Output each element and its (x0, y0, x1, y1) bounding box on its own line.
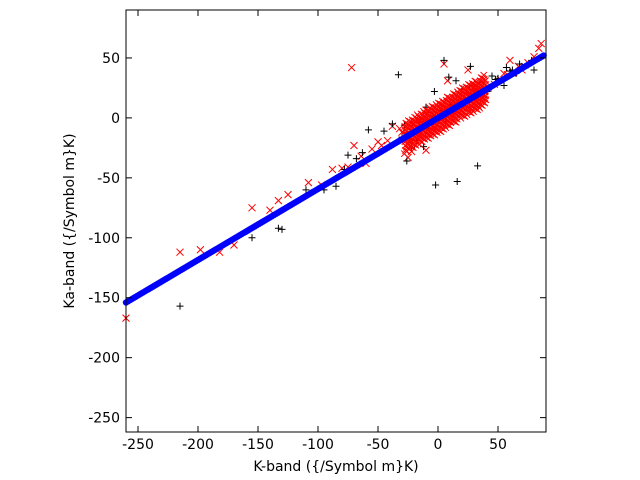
red-cluster-point (432, 105, 441, 113)
black-plus-point (274, 224, 282, 232)
red-cross-point (368, 145, 376, 153)
y-tick-label: -200 (88, 351, 120, 367)
y-tick-label: -150 (88, 291, 120, 307)
x-tick-label: 50 (489, 437, 507, 453)
black-plus-point (432, 181, 440, 189)
red-cluster-point (428, 129, 436, 137)
axes-ticks-group: -250 -200 -150 -100 -50 0 50 -250 -200 -150 -100 -5… (88, 10, 546, 453)
black-plus-point (352, 155, 360, 163)
black-plus-point (452, 77, 460, 85)
red-cluster-point (442, 119, 450, 127)
black-plus-point (176, 302, 184, 310)
plot-points-group (122, 39, 547, 322)
red-cluster-point (421, 135, 429, 143)
black-plus-point (248, 234, 256, 242)
x-tick-label: -150 (242, 437, 274, 453)
red-cluster-point (480, 75, 488, 83)
black-plus-point (364, 126, 372, 134)
black-plus-point (530, 66, 538, 74)
red-cluster-point (425, 111, 433, 119)
red-cluster-point (473, 82, 481, 90)
red-cluster-point (401, 141, 409, 150)
x-tick-label: -100 (302, 437, 334, 453)
red-cluster-point (420, 107, 428, 115)
black-plus-point (380, 127, 388, 135)
red-cross-point (284, 190, 292, 199)
red-cross-point (196, 245, 205, 254)
blue-trend-point (540, 52, 547, 59)
y-tick-label: 0 (111, 111, 120, 127)
red-cross-point (350, 141, 358, 150)
y-tick-label: -100 (88, 231, 120, 247)
plot-frame (125, 9, 547, 433)
black-plus-point (500, 82, 508, 90)
x-tick-label: -200 (182, 437, 214, 453)
red-cluster-point (482, 96, 490, 104)
red-cluster-point (466, 81, 474, 89)
black-plus-point (474, 162, 482, 170)
black-plus-point (488, 72, 496, 80)
red-cross-point (440, 60, 448, 68)
x-tick-label: -50 (367, 437, 390, 453)
red-cluster-point (453, 88, 462, 96)
red-cluster-point (440, 98, 448, 106)
red-cluster-point (434, 125, 442, 133)
black-plus-point (394, 71, 402, 79)
red-cross-point (248, 203, 256, 212)
black-plus-point (388, 120, 396, 128)
red-cross-point (176, 248, 184, 257)
red-cluster-point (426, 104, 434, 112)
red-cluster-point (476, 99, 484, 107)
red-cluster-point (446, 94, 454, 103)
black-plus-point (278, 225, 286, 233)
red-cluster-point (413, 111, 421, 119)
red-cross-point (274, 196, 283, 205)
y-axis-label: Ka-band ({/Symbol m}K) (62, 133, 78, 308)
red-cluster-point (461, 112, 469, 121)
y-tick-label: 50 (102, 51, 120, 67)
black-plus-point (302, 186, 310, 194)
red-cluster-point (468, 106, 476, 114)
black-plus-point (453, 177, 461, 185)
red-cluster-point (459, 92, 467, 100)
x-tick-label: -250 (122, 437, 154, 453)
black-plus-point (358, 149, 366, 157)
black-plus-point (430, 88, 438, 96)
red-cluster-point (460, 84, 468, 93)
x-axis-label: K-band ({/Symbol m}K) (253, 459, 418, 475)
black-plus-point (466, 62, 474, 70)
red-cross-point (537, 39, 546, 48)
red-cross-point (347, 63, 356, 72)
black-plus-point (403, 157, 411, 165)
black-plus-point (445, 73, 453, 81)
black-plus-point (502, 64, 510, 72)
black-plus-point (344, 151, 352, 159)
black-plus-point (440, 56, 448, 64)
red-cross-point (328, 165, 337, 174)
black-plus-point (332, 182, 340, 190)
red-cross-point (395, 124, 404, 133)
red-cross-point (534, 44, 543, 53)
y-tick-label: -50 (97, 171, 120, 187)
x-tick-label: 0 (434, 437, 443, 453)
red-cross-point (443, 76, 452, 85)
red-cross-point (304, 178, 313, 187)
y-tick-label: -250 (88, 411, 120, 427)
red-cross-point (506, 56, 514, 65)
red-cluster-point (406, 117, 414, 125)
